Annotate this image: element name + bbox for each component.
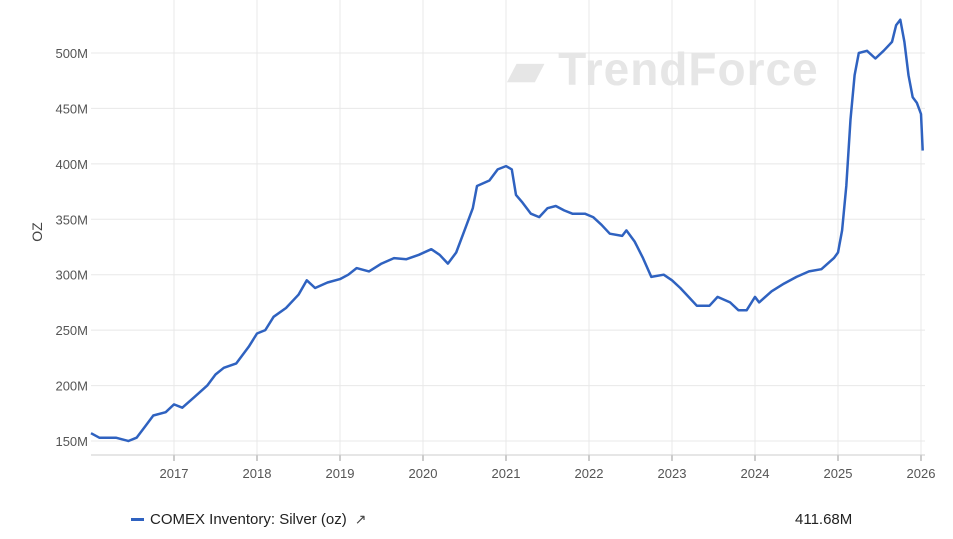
x-tick-label: 2026 [907, 466, 936, 481]
series-line [90, 18, 924, 443]
x-tick-label: 2020 [409, 466, 438, 481]
watermark-logo: ▰ TrendForce [508, 43, 819, 95]
legend-item[interactable]: COMEX Inventory: Silver (oz) ↗ [131, 511, 366, 528]
x-tick-label: 2025 [824, 466, 853, 481]
y-tick-label: 150M [55, 434, 88, 449]
y-tick-label: 300M [55, 268, 88, 283]
y-tick-label: 450M [55, 101, 88, 116]
y-tick-label: 500M [55, 46, 88, 61]
y-tick-label: 400M [55, 157, 88, 172]
y-tick-label: 350M [55, 212, 88, 227]
legend-label: COMEX Inventory: Silver (oz) [150, 511, 347, 528]
x-tick-label: 2019 [326, 466, 355, 481]
last-value: 411.68M [795, 511, 853, 528]
line-chart: 150M 200M 250M 300M 350M 400M 450M 500M 2017 2018… [29, 0, 936, 481]
y-tick-label: 200M [55, 379, 88, 394]
x-tick-label: 2018 [243, 466, 272, 481]
y-tick-label: 250M [55, 323, 88, 338]
external-link-icon[interactable]: ↗ [354, 511, 367, 527]
y-axis-label: OZ [29, 222, 45, 242]
x-tick-label: 2022 [575, 466, 604, 481]
x-tick-label: 2017 [160, 466, 189, 481]
x-tick-label: 2021 [492, 466, 521, 481]
x-tick-label: 2023 [658, 466, 687, 481]
x-tick-label: 2024 [741, 466, 770, 481]
series-swatch [131, 518, 144, 521]
